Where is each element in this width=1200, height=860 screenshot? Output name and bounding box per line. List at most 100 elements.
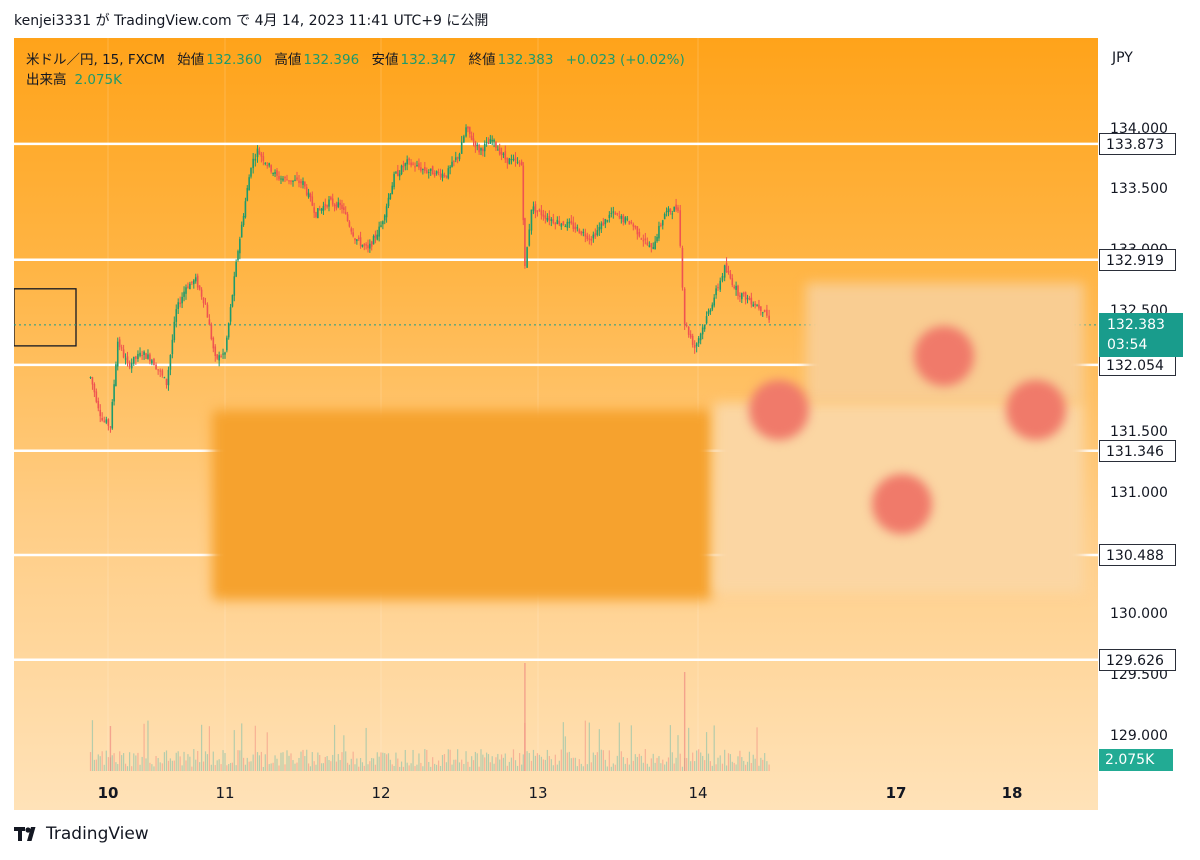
candle-body <box>612 211 615 213</box>
candle-body <box>634 225 637 228</box>
candle-body <box>458 153 461 160</box>
volume-bar <box>226 765 228 771</box>
candle-body <box>620 215 623 219</box>
candle-body <box>480 148 482 151</box>
candle-body <box>709 309 712 312</box>
candle-body <box>586 235 589 239</box>
volume-bar <box>258 755 261 771</box>
volume-bar <box>229 762 232 771</box>
volume-bar <box>153 766 155 771</box>
candle-body <box>532 206 535 211</box>
candle-body <box>431 166 434 175</box>
candle-countdown: 03:54 <box>1107 336 1148 353</box>
candle-body <box>361 244 364 247</box>
candle-body <box>542 214 545 217</box>
candle-body <box>179 302 181 305</box>
candle-body <box>237 251 239 261</box>
volume-bar <box>548 755 550 771</box>
volume-bar <box>453 759 455 771</box>
volume-spike <box>109 726 112 771</box>
volume-bar <box>530 760 533 771</box>
volume-bar <box>721 763 724 771</box>
close-value: 132.383 <box>497 52 554 68</box>
volume-bar <box>768 764 770 771</box>
candle-body <box>576 227 579 229</box>
volume-bar <box>662 759 664 771</box>
candle-body <box>558 220 561 225</box>
candle-body <box>654 241 656 250</box>
volume-bar <box>596 752 598 771</box>
candle-body <box>284 177 286 179</box>
volume-bar <box>584 720 586 771</box>
volume-bar <box>139 764 141 771</box>
candle-body <box>324 203 327 207</box>
candle-body <box>570 220 573 224</box>
volume-bar <box>204 751 207 771</box>
candle-body <box>632 224 635 227</box>
candle-body <box>422 169 424 171</box>
volume-bar <box>686 758 688 771</box>
candle-body <box>648 245 651 247</box>
volume-bar <box>495 757 497 771</box>
chart-pane[interactable]: 米ドル／円, 15, FXCM 始値 132.360 高値 132.396 安値 13… <box>14 38 1098 810</box>
candle-body <box>604 219 607 225</box>
volume-bar <box>359 758 362 771</box>
candle-body <box>233 276 236 296</box>
candle-body <box>398 173 401 177</box>
volume-bar <box>646 763 648 771</box>
candle-body <box>229 307 232 322</box>
price-axis[interactable]: JPY 129.000 129.500 130.000 131.000 131.500 1… <box>1098 38 1186 810</box>
volume-bar <box>294 763 296 771</box>
volume-bar <box>760 757 762 771</box>
candle-body <box>685 324 688 327</box>
candle-body <box>630 222 633 224</box>
candle-body <box>596 230 599 236</box>
volume-bar <box>143 723 145 771</box>
volume-bar <box>542 759 544 771</box>
volume-value: 2.075K <box>74 72 123 88</box>
candle-body <box>331 198 334 205</box>
candle-body <box>476 144 479 146</box>
volume-bar <box>300 751 302 771</box>
price-tick-label: 131.500 <box>1110 424 1168 441</box>
volume-bar <box>681 766 684 771</box>
candle-body <box>424 166 426 171</box>
volume-bar <box>522 754 524 771</box>
candle-body <box>208 319 211 325</box>
volume-bar <box>242 757 245 771</box>
volume-bar <box>137 752 139 771</box>
volume-label: 出来高 <box>26 72 67 88</box>
candle-body <box>357 237 360 239</box>
volume-bar <box>664 764 666 771</box>
candle-body <box>282 178 284 181</box>
candle-body <box>262 156 265 161</box>
volume-bar <box>632 760 634 771</box>
price-chart[interactable] <box>14 38 1098 772</box>
candle-body <box>387 197 390 206</box>
volume-bar <box>576 766 578 771</box>
candle-body <box>101 418 103 421</box>
candle-body <box>705 316 708 324</box>
volume-bar <box>671 752 673 771</box>
volume-bar <box>237 750 239 771</box>
time-tick-label: 12 <box>371 784 391 802</box>
volume-bar <box>469 766 471 771</box>
volume-bar <box>202 761 205 771</box>
time-axis[interactable]: 10 11 12 13 14 17 18 <box>14 772 1098 810</box>
candle-body <box>508 158 511 165</box>
tradingview-logo[interactable]: TradingView <box>14 824 149 844</box>
volume-bar <box>717 757 719 771</box>
volume-bar <box>416 764 418 771</box>
volume-bar <box>345 751 347 771</box>
volume-bar <box>197 750 199 771</box>
candle-body <box>489 138 492 144</box>
volume-bar <box>159 762 161 771</box>
volume-bar <box>538 754 541 771</box>
candle-body <box>216 354 218 359</box>
volume-bar <box>119 751 121 771</box>
candle-body <box>760 306 762 312</box>
volume-bar <box>739 750 741 771</box>
candle-body <box>646 242 649 245</box>
volume-bar <box>461 759 463 771</box>
volume-bar <box>256 752 259 771</box>
